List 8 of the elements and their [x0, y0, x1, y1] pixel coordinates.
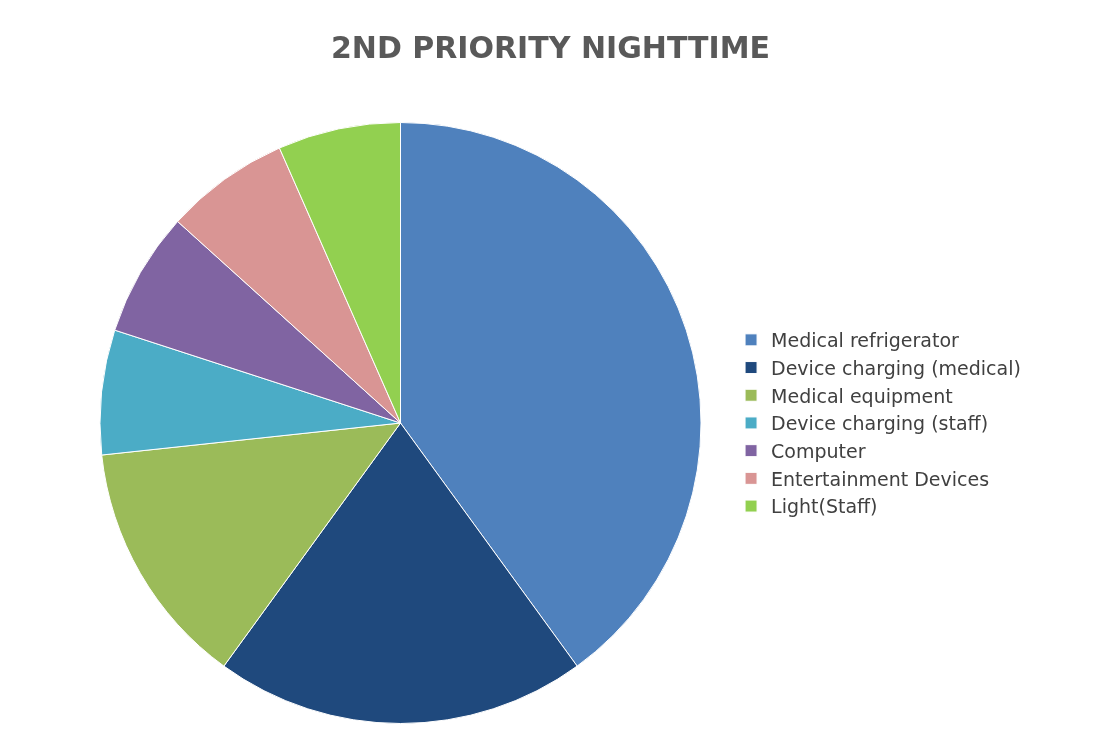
legend-label: Medical refrigerator: [771, 329, 960, 352]
legend-label: Entertainment Devices: [771, 467, 990, 490]
legend-label: Light(Staff): [771, 495, 878, 518]
legend-label: Medical equipment: [771, 384, 953, 407]
chart-title: 2ND PRIORITY NIGHTTIME: [330, 29, 771, 65]
legend-label: Computer: [771, 440, 866, 463]
legend-label: Device charging (staff): [771, 412, 989, 435]
legend-label: Device charging (medical): [771, 356, 1021, 379]
